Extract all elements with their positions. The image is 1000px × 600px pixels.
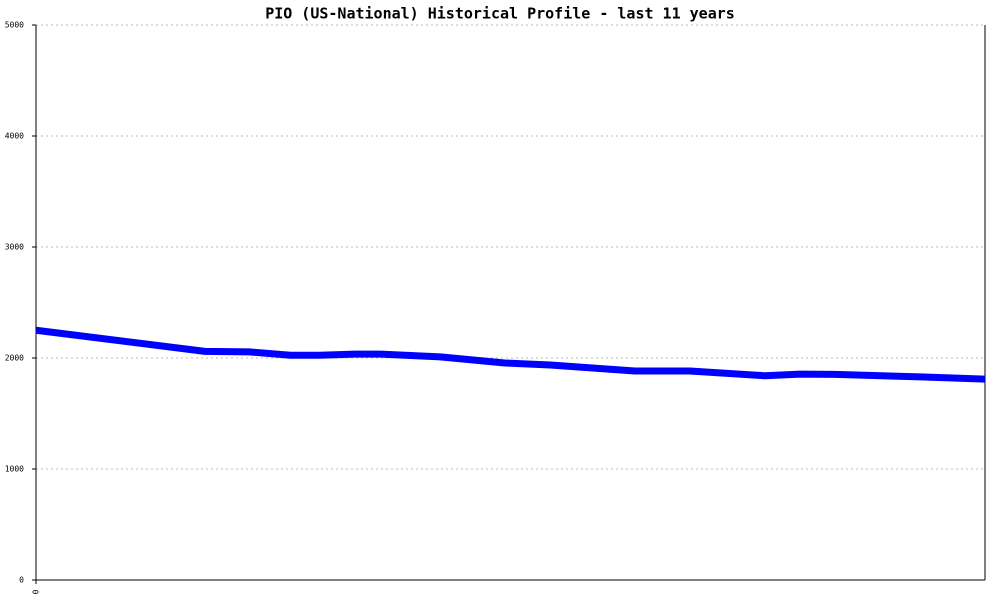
chart-title: PIO (US-National) Historical Profile - l… [265, 5, 735, 23]
y-tick-label: 3000 [5, 243, 24, 252]
y-tick-label: 5000 [5, 21, 24, 30]
x-tick-label: 0 [32, 589, 41, 594]
data-line [35, 326, 986, 383]
y-tick-label: 1000 [5, 465, 24, 474]
y-tick-label: 0 [19, 576, 24, 585]
y-tick-label: 4000 [5, 132, 24, 141]
y-tick-label: 2000 [5, 354, 24, 363]
